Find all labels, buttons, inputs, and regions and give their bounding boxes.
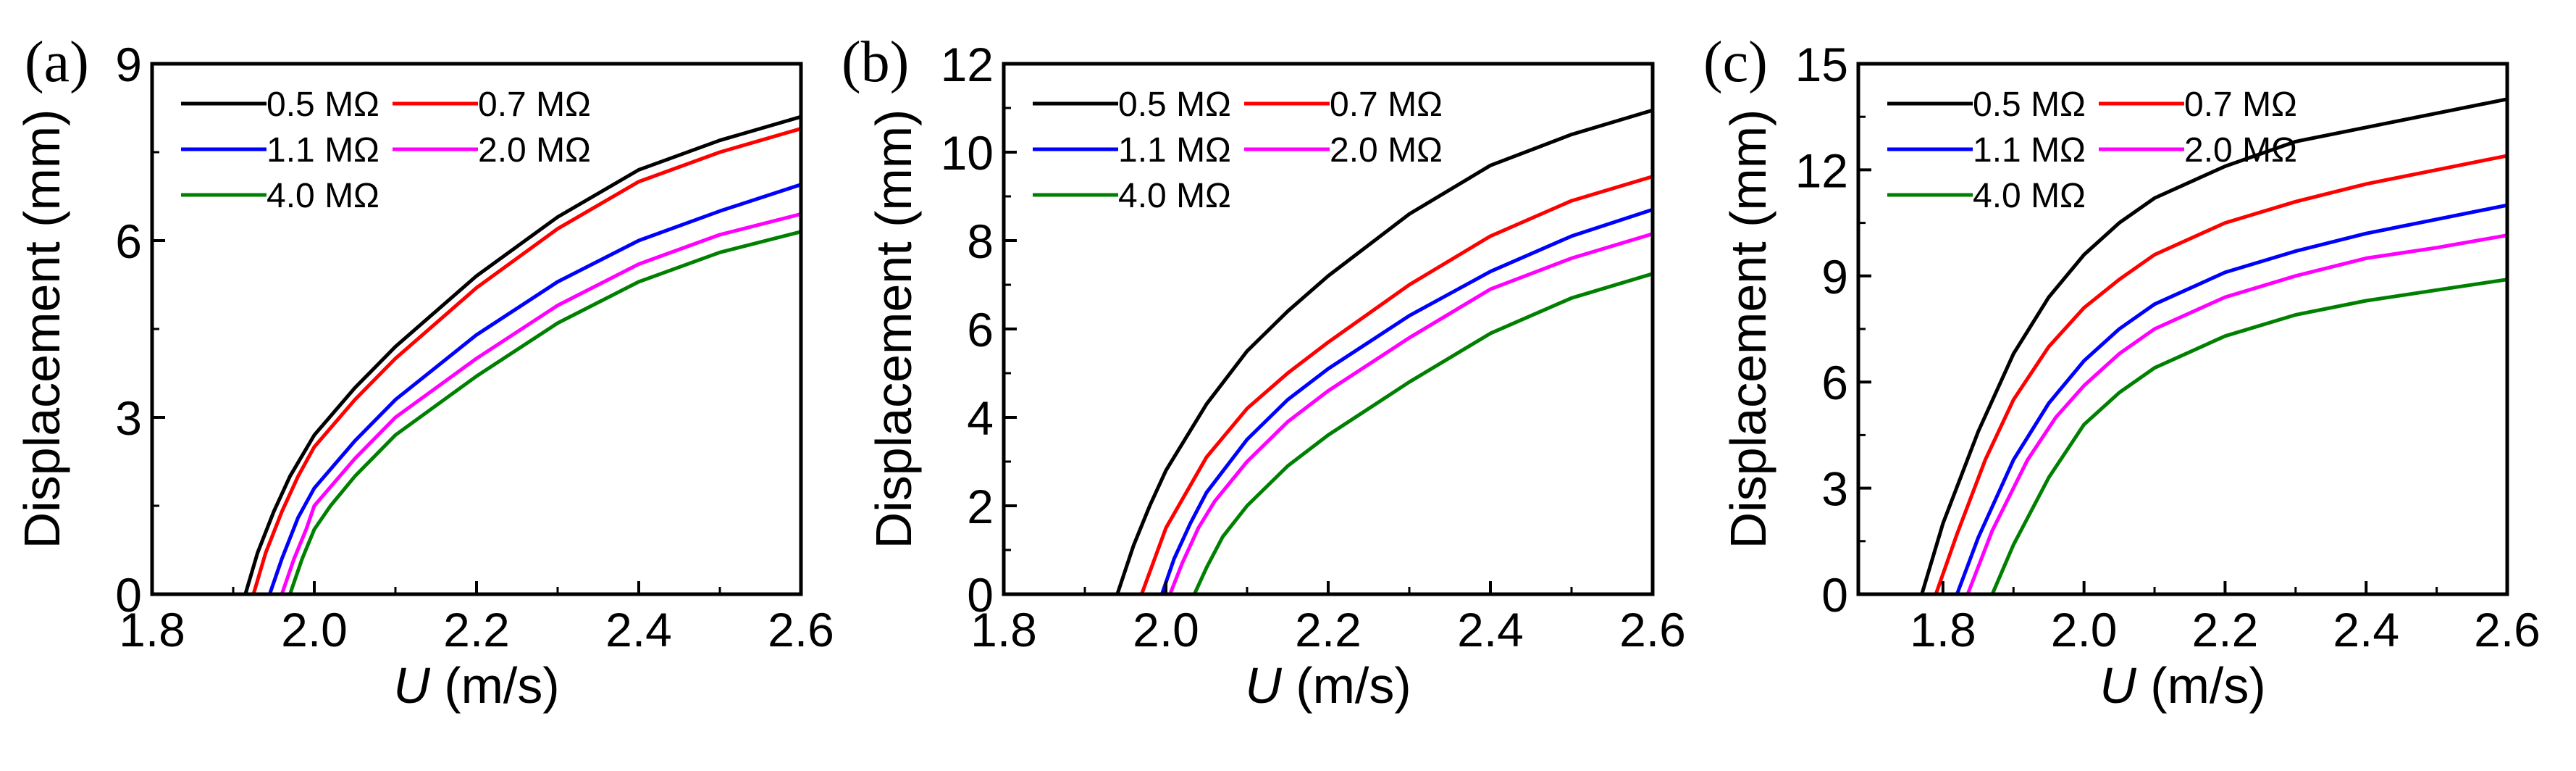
x-tick-label: 2.0 [2051, 603, 2118, 657]
series-line-0-5-M- [243, 114, 801, 594]
legend-label: 4.0 MΩ [267, 177, 379, 215]
series-line-4-0-M- [288, 230, 801, 594]
legend-label: 1.1 MΩ [1118, 131, 1231, 170]
x-axis-unit: (m/s) [1282, 657, 1411, 714]
y-tick-label: 3 [115, 391, 142, 445]
series-line-1-1-M- [267, 183, 801, 594]
legend: 0.5 MΩ 0.7 MΩ 1.1 MΩ 2.0 MΩ 4.0 MΩ [181, 86, 591, 215]
series-line-2-0-M- [1965, 233, 2507, 594]
x-tick-label: 2.4 [605, 603, 672, 657]
legend-label: 4.0 MΩ [1973, 177, 2086, 215]
legend-label: 0.7 MΩ [1330, 86, 1443, 124]
x-tick-label: 1.8 [119, 603, 185, 657]
legend-label: 0.5 MΩ [1973, 86, 2086, 124]
x-axis-variable: U [2099, 657, 2136, 714]
series-line-4-0-M- [1990, 278, 2507, 594]
y-tick-label: 0 [1821, 568, 1848, 622]
series-line-0-5-M- [1920, 97, 2507, 594]
legend-label: 1.1 MΩ [267, 131, 379, 170]
series-line-0-7-M- [1934, 154, 2507, 594]
x-axis-title: U (m/s) [1245, 657, 1411, 714]
plot-frame [150, 62, 803, 596]
x-axis-unit: (m/s) [430, 657, 560, 714]
series-line-1-1-M- [1955, 203, 2507, 594]
y-tick-label: 12 [941, 38, 994, 91]
series-line-0-5-M- [1115, 108, 1653, 594]
x-axis-title: U (m/s) [393, 657, 559, 714]
y-tick-label: 10 [941, 126, 994, 180]
y-tick-label: 6 [1821, 356, 1848, 409]
x-axis-unit: (m/s) [2136, 657, 2266, 714]
chart-panel-3: 1.8 2.0 2.2 2.4 2.6 0 3 6 9 12 15 U (m/s) Displaceme… [1703, 30, 2541, 714]
panel-label: (a) [25, 30, 89, 94]
x-axis-variable: U [1245, 657, 1282, 714]
x-axis-title: U (m/s) [2099, 657, 2265, 714]
series-line-4-0-M- [1192, 272, 1653, 594]
x-tick-label: 2.4 [2333, 603, 2399, 657]
legend-label: 0.5 MΩ [267, 86, 379, 124]
legend: 0.5 MΩ 0.7 MΩ 1.1 MΩ 2.0 MΩ 4.0 MΩ [1887, 86, 2297, 215]
y-tick-label: 6 [115, 214, 142, 268]
y-tick-label: 6 [967, 303, 994, 357]
legend: 0.5 MΩ 0.7 MΩ 1.1 MΩ 2.0 MΩ 4.0 MΩ [1033, 86, 1443, 215]
y-axis-title: Displacement (mm) [14, 109, 70, 549]
y-tick-label: 3 [1821, 462, 1848, 516]
y-tick-label: 0 [967, 568, 994, 622]
y-tick-label: 8 [967, 214, 994, 268]
x-tick-label: 1.8 [970, 603, 1037, 657]
x-tick-label: 2.0 [1133, 603, 1199, 657]
series-line-2-0-M- [280, 212, 801, 594]
plot-frame [1856, 62, 2509, 596]
legend-label: 2.0 MΩ [478, 131, 591, 170]
x-axis-variable: U [393, 657, 430, 714]
series-line-2-0-M- [1168, 232, 1653, 594]
x-tick-label: 2.2 [1295, 603, 1362, 657]
legend-label: 2.0 MΩ [1330, 131, 1443, 170]
y-axis-title: Displacement (mm) [865, 109, 922, 549]
legend-label: 1.1 MΩ [1973, 131, 2086, 170]
y-tick-label: 15 [1795, 38, 1848, 91]
chart-panel-2: 1.8 2.0 2.2 2.4 2.6 0 2 4 6 8 10 12 U (m/s) Displacem… [842, 30, 1686, 714]
chart-panel-1: 1.8 2.0 2.2 2.4 2.6 0 3 6 9 U (m/s) Displacement (… [14, 30, 834, 714]
x-tick-label: 2.2 [443, 603, 510, 657]
panel-label: (b) [842, 30, 909, 94]
series-line-0-7-M- [251, 127, 801, 594]
x-tick-label: 2.2 [2192, 603, 2259, 657]
legend-label: 0.7 MΩ [478, 86, 591, 124]
x-tick-label: 2.0 [281, 603, 348, 657]
x-tick-label: 2.6 [768, 603, 834, 657]
series-line-1-1-M- [1159, 207, 1653, 594]
series-line-0-7-M- [1139, 175, 1653, 594]
x-tick-label: 1.8 [1910, 603, 1976, 657]
legend-label: 0.5 MΩ [1118, 86, 1231, 124]
y-tick-label: 2 [967, 480, 994, 533]
y-tick-label: 9 [1821, 250, 1848, 304]
y-tick-label: 4 [967, 391, 994, 445]
legend-label: 0.7 MΩ [2184, 86, 2297, 124]
y-axis-title: Displacement (mm) [1720, 109, 1776, 549]
panel-label: (c) [1703, 30, 1768, 94]
legend-label: 2.0 MΩ [2184, 131, 2297, 170]
y-tick-label: 12 [1795, 143, 1848, 197]
legend-label: 4.0 MΩ [1118, 177, 1231, 215]
y-tick-label: 9 [115, 38, 142, 91]
x-tick-label: 2.6 [1619, 603, 1686, 657]
x-tick-label: 2.4 [1457, 603, 1524, 657]
x-tick-label: 2.6 [2474, 603, 2541, 657]
y-tick-label: 0 [115, 568, 142, 622]
plot-frame [1002, 62, 1655, 596]
